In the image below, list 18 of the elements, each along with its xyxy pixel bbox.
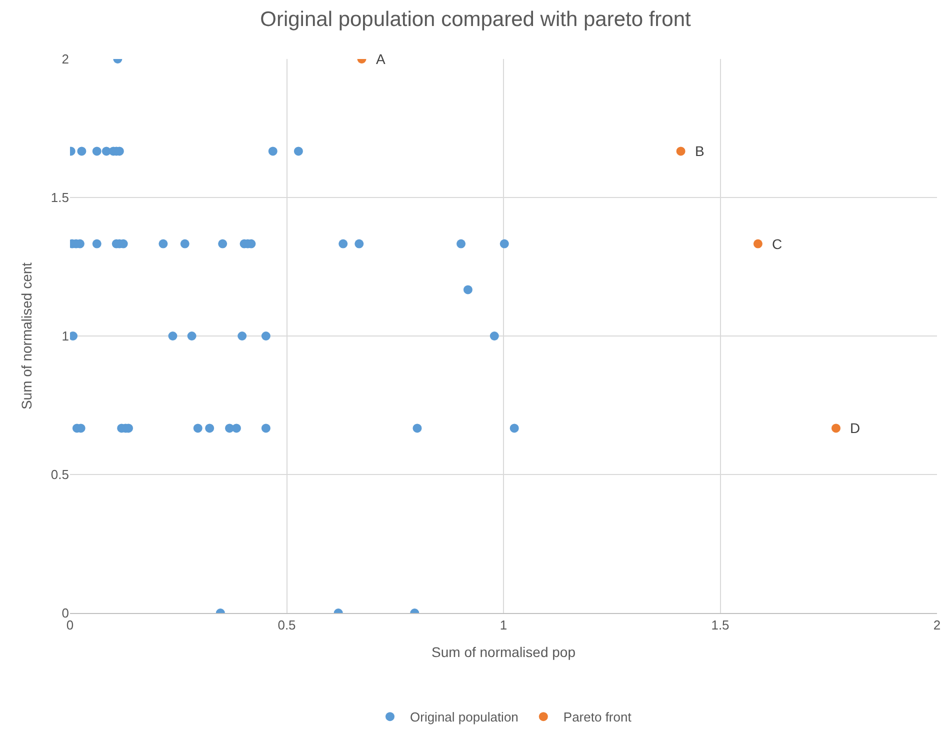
x-tick-label: 1.5: [711, 618, 730, 633]
legend-label: Original population: [410, 710, 518, 725]
chart-title: Original population compared with pareto front: [260, 8, 692, 31]
annotation: D: [850, 420, 860, 436]
annotation: B: [695, 143, 704, 159]
y-tick-label: 1.5: [50, 190, 69, 206]
y-tick-label: 0: [62, 606, 69, 621]
legend-label: Pareto front: [563, 710, 632, 725]
annotation: C: [772, 236, 782, 252]
x-tick-label: 1: [500, 618, 508, 633]
y-axis-title: Sum of normalised cent: [18, 262, 35, 410]
y-tick-label: 1: [62, 328, 69, 344]
x-axis-title: Sum of normalised pop: [432, 644, 576, 660]
x-tick-label: 0.5: [278, 618, 296, 633]
y-tick-label: 2: [62, 52, 69, 67]
annotation: A: [376, 51, 386, 67]
y-tick-label: 0.5: [50, 467, 69, 482]
x-tick-label: 2: [933, 618, 941, 633]
